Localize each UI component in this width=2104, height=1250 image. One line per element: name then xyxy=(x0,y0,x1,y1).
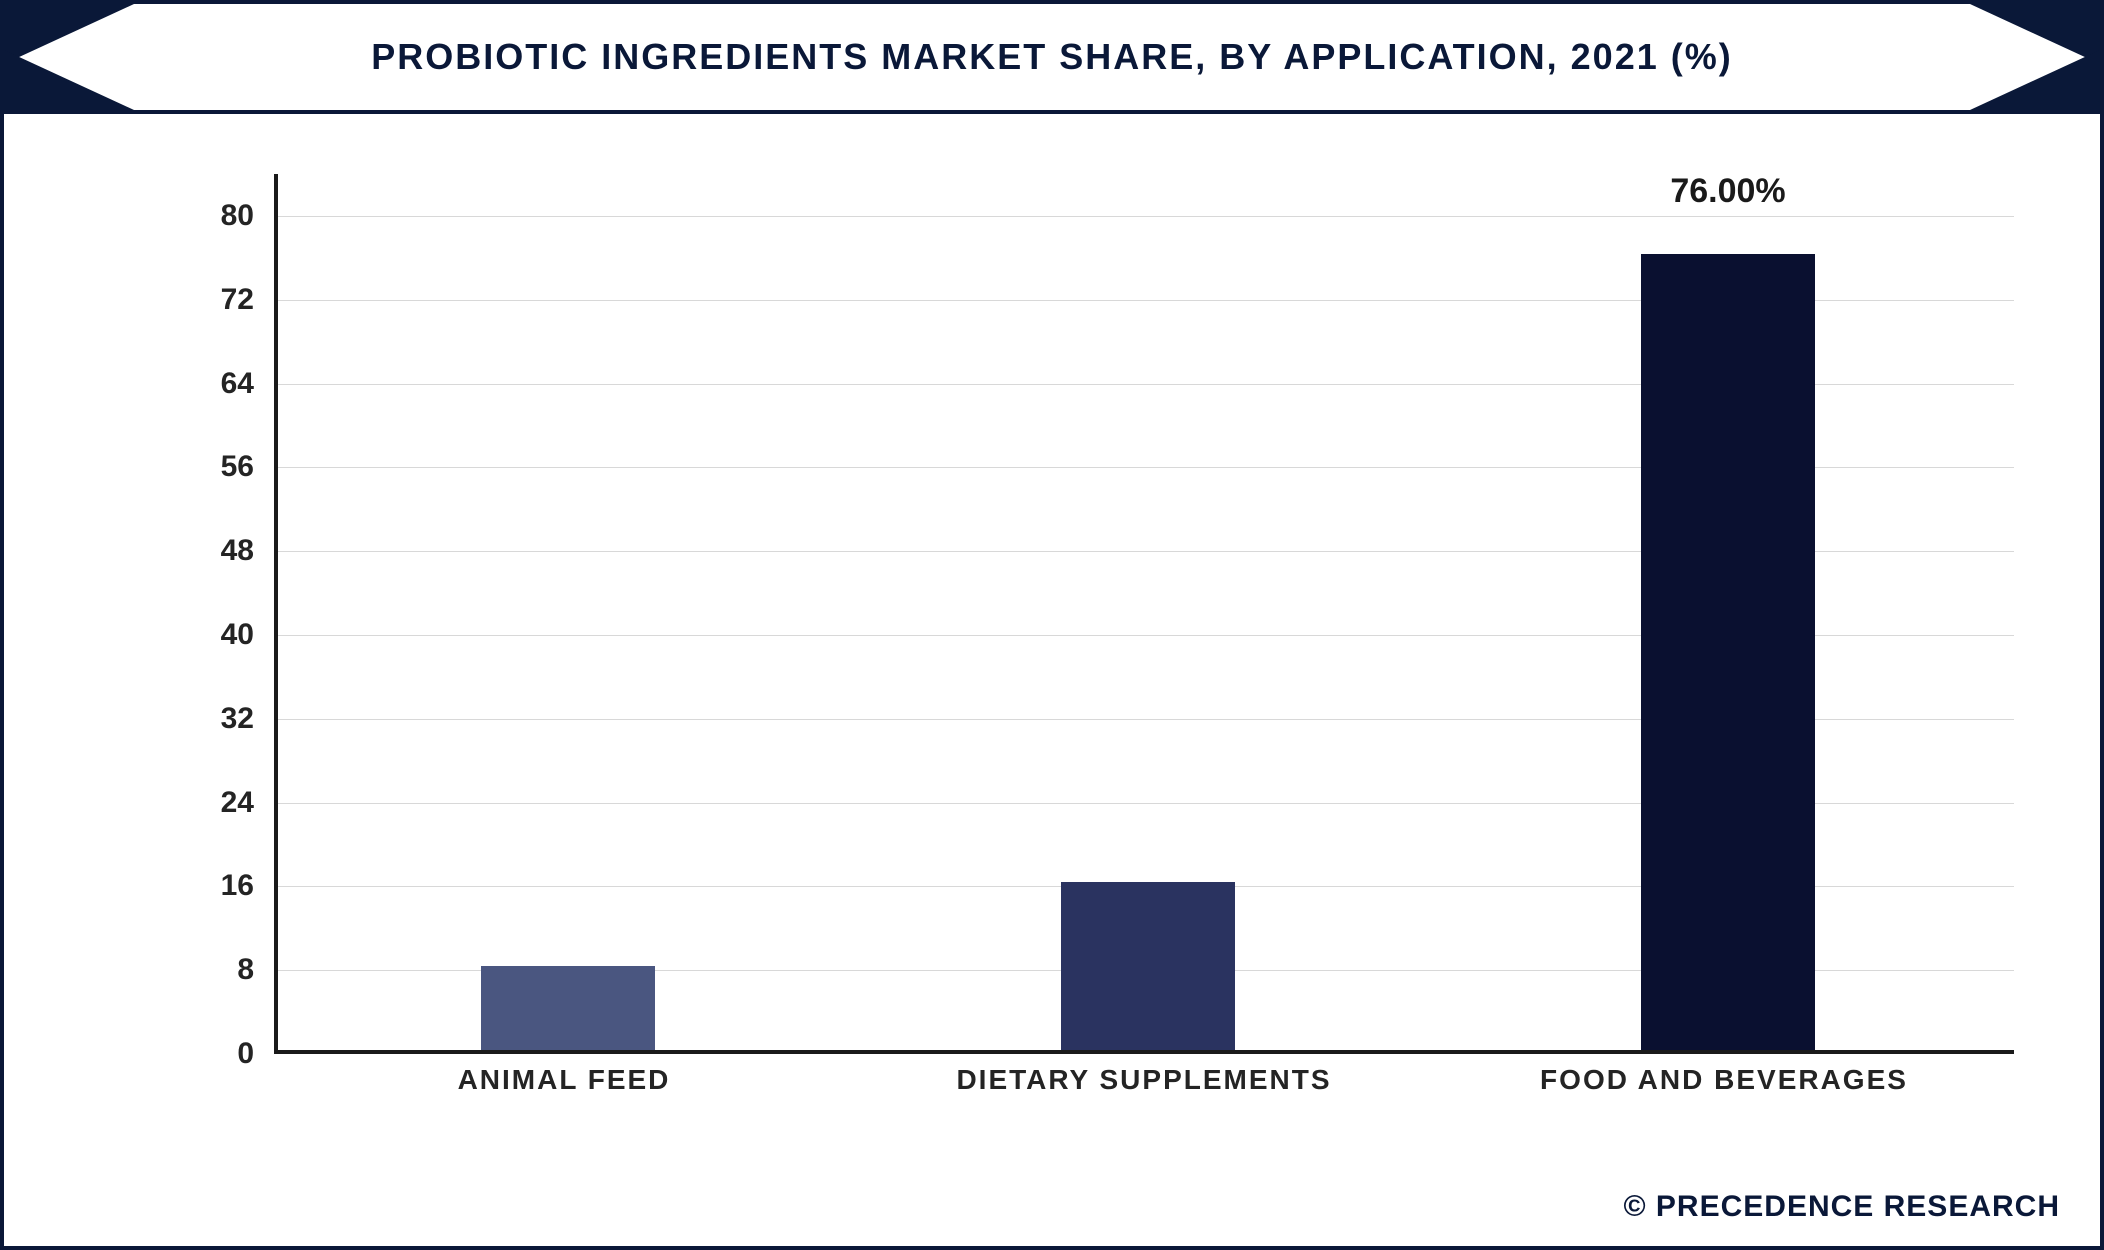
y-tick-label: 40 xyxy=(221,618,254,652)
corner-decoration xyxy=(4,50,134,110)
bar xyxy=(1061,882,1235,1050)
y-tick-label: 64 xyxy=(221,367,254,401)
y-axis: 08162432404856647280 xyxy=(194,174,274,1054)
chart-area: 08162432404856647280 76.00% xyxy=(194,174,2014,1054)
y-tick-label: 16 xyxy=(221,869,254,903)
bar xyxy=(1641,254,1815,1050)
y-tick-label: 48 xyxy=(221,534,254,568)
x-tick-label: FOOD AND BEVERAGES xyxy=(1540,1064,1908,1096)
chart-frame: PROBIOTIC INGREDIENTS MARKET SHARE, BY A… xyxy=(0,0,2104,1250)
plot-region: 76.00% xyxy=(274,174,2014,1054)
copyright-text: © PRECEDENCE RESEARCH xyxy=(1623,1190,2060,1224)
y-tick-label: 8 xyxy=(237,953,254,987)
chart-title: PROBIOTIC INGREDIENTS MARKET SHARE, BY A… xyxy=(371,36,1732,78)
x-tick-label: DIETARY SUPPLEMENTS xyxy=(956,1064,1331,1096)
y-tick-label: 80 xyxy=(221,199,254,233)
x-tick-label: ANIMAL FEED xyxy=(458,1064,671,1096)
title-bar: PROBIOTIC INGREDIENTS MARKET SHARE, BY A… xyxy=(4,4,2100,114)
y-tick-label: 56 xyxy=(221,450,254,484)
grid-line xyxy=(278,216,2014,217)
y-tick-label: 24 xyxy=(221,786,254,820)
y-tick-label: 32 xyxy=(221,702,254,736)
corner-decoration xyxy=(1970,50,2100,110)
bar xyxy=(481,966,655,1050)
bar-value-label: 76.00% xyxy=(1670,172,1785,211)
y-tick-label: 0 xyxy=(237,1037,254,1071)
x-axis-labels: ANIMAL FEED DIETARY SUPPLEMENTS FOOD AND B… xyxy=(274,1064,2100,1124)
y-tick-label: 72 xyxy=(221,283,254,317)
